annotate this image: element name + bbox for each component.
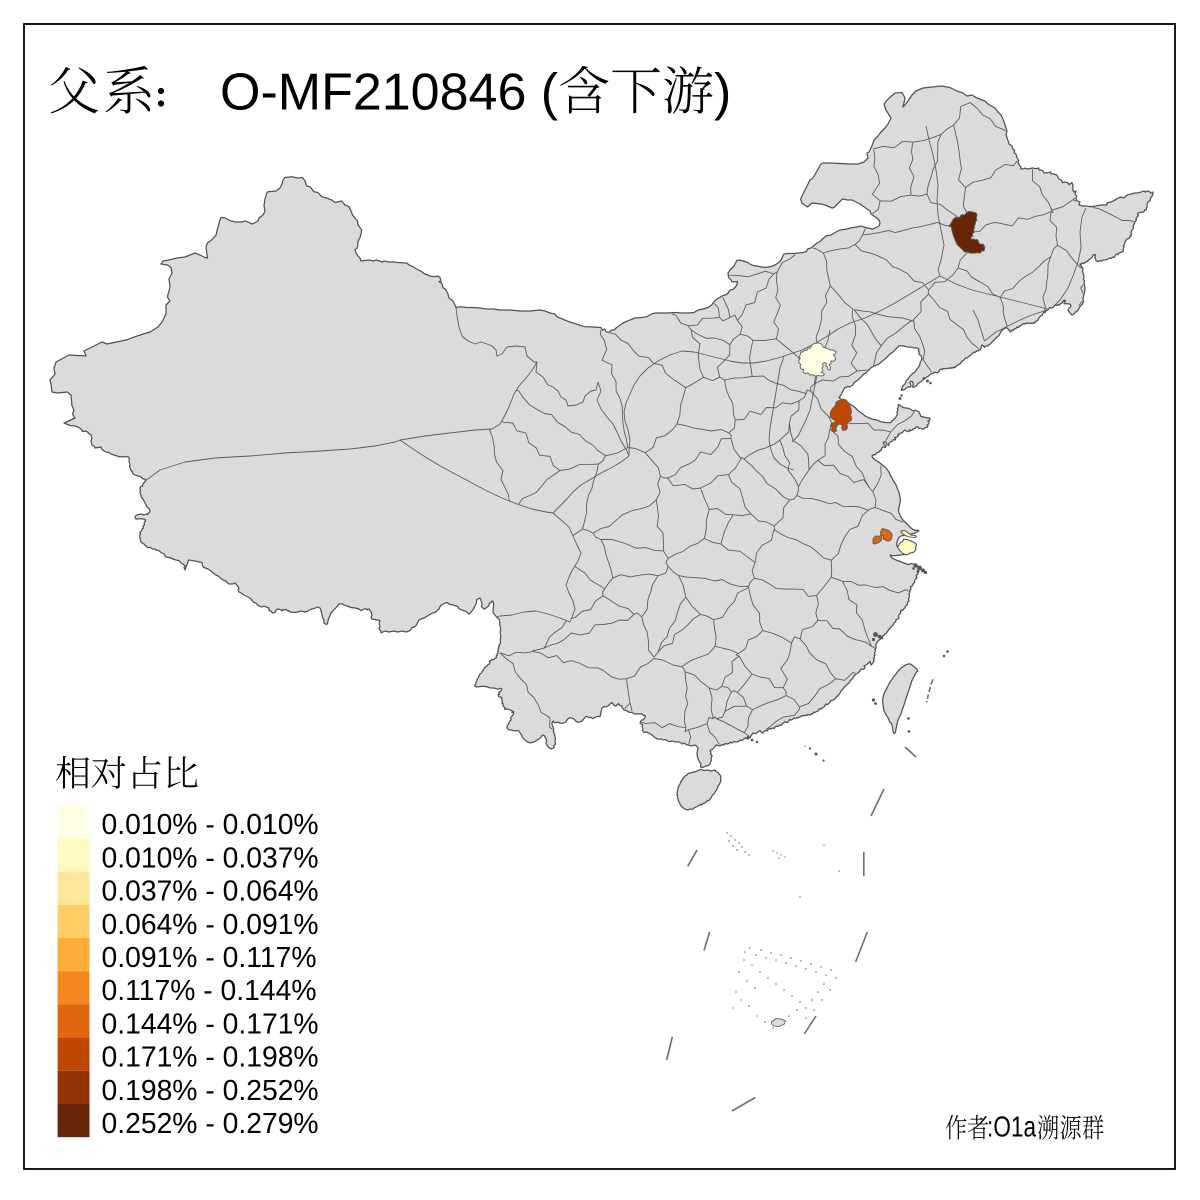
svg-text:0.117% - 0.144%: 0.117% - 0.144% [102, 974, 317, 1006]
svg-text:0.198% - 0.252%: 0.198% - 0.252% [102, 1074, 319, 1106]
svg-text:): ) [714, 64, 731, 122]
svg-text:O-MF210846 (: O-MF210846 ( [220, 64, 559, 122]
svg-text:0.252% - 0.279%: 0.252% - 0.279% [102, 1107, 319, 1139]
svg-text:0.010% - 0.037%: 0.010% - 0.037% [102, 841, 319, 873]
svg-text:0.144% - 0.171%: 0.144% - 0.171% [102, 1007, 319, 1039]
svg-text:0.037% - 0.064%: 0.037% - 0.064% [102, 875, 319, 907]
svg-text:0.091% - 0.117%: 0.091% - 0.117% [102, 941, 317, 973]
svg-text:0.064% - 0.091%: 0.064% - 0.091% [102, 908, 319, 940]
svg-text:0.171% - 0.198%: 0.171% - 0.198% [102, 1041, 319, 1073]
svg-text:0.010% - 0.010%: 0.010% - 0.010% [102, 808, 319, 840]
